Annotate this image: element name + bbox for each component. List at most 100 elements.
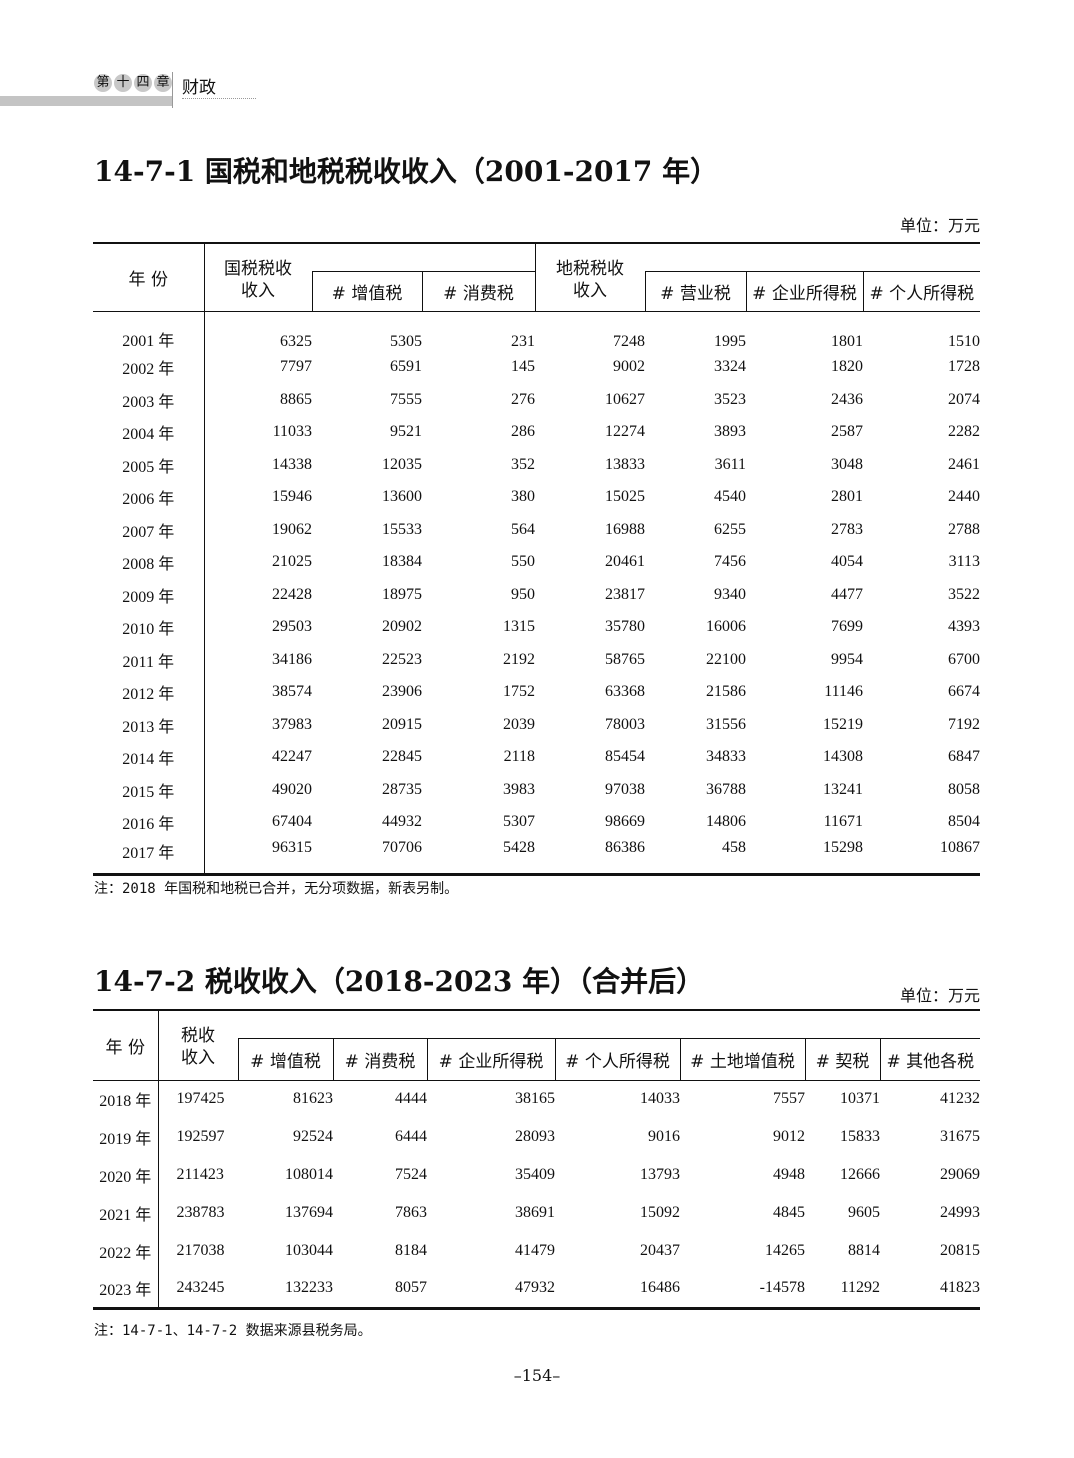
value-cell: 20437 [640, 1242, 680, 1259]
value-cell: 9605 [848, 1204, 880, 1221]
table-row: 2022 年 217038 103044 8184 41479 20437 14265 881… [93, 1232, 980, 1270]
value-cell: 352 [511, 455, 535, 473]
subheader: # 消费税 [332, 1038, 427, 1081]
year-cell: 2012 年 [93, 676, 205, 709]
value-cell: 22428 [272, 585, 312, 603]
value-cell: 7555 [390, 390, 422, 408]
year-cell: 2015 年 [93, 773, 205, 806]
value-cell: 92524 [293, 1128, 333, 1145]
year-cell: 2007 年 [93, 513, 205, 546]
value-cell: 31556 [706, 715, 746, 733]
value-cell: 38691 [515, 1204, 555, 1221]
value-cell: 6444 [395, 1128, 427, 1145]
value-cell: 4054 [831, 553, 863, 571]
table-row: 2016 年 67404 44932 5307 98669 14806 11671 8504 [93, 806, 980, 839]
value-cell: 4477 [831, 585, 863, 603]
value-cell: 9340 [714, 585, 746, 603]
value-cell: 3893 [714, 423, 746, 441]
value-cell: 276 [511, 390, 535, 408]
value-cell: 7192 [948, 715, 981, 733]
value-cell: 15833 [840, 1128, 880, 1145]
table2-unit: 单位：万元 [899, 986, 980, 1005]
value-cell: 243245 [176, 1279, 225, 1297]
value-cell: 7557 [773, 1090, 805, 1108]
table-row: 2013 年 37983 20915 2039 78003 31556 15219 7192 [93, 708, 981, 741]
value-cell: 6255 [714, 520, 746, 538]
value-cell: 20902 [382, 618, 422, 636]
value-cell: 8058 [948, 780, 981, 798]
value-cell: 7524 [395, 1166, 427, 1183]
table2: 年 份 税收 收入 # 增值税 # 消费税 # 企业所得税 # 个人所得税 # 土地增值… [93, 1009, 981, 1310]
value-cell: 15946 [272, 488, 312, 506]
value-cell: 21586 [706, 683, 746, 701]
table1-unit: 单位：万元 [899, 216, 980, 235]
year-cell: 2002 年 [93, 351, 205, 384]
value-cell: 29503 [272, 618, 312, 636]
year-cell: 2006 年 [93, 481, 205, 514]
value-cell: 2436 [831, 390, 863, 408]
value-cell: 11146 [824, 683, 863, 701]
value-cell: 2192 [503, 650, 535, 668]
year-cell: 2008 年 [93, 546, 205, 579]
value-cell: 35409 [515, 1166, 555, 1183]
guoshui-header: 国税税收 收入 [204, 243, 312, 312]
subheader: # 个人所得税 [554, 1038, 680, 1081]
dishui-header: 地税税收 收入 [535, 243, 645, 312]
chapter-char: 章 [154, 74, 172, 92]
value-cell: 1510 [948, 333, 981, 350]
subheader: # 营业税 [644, 271, 746, 312]
value-cell: 137694 [285, 1204, 333, 1221]
value-cell: 34186 [272, 650, 312, 668]
subheader: # 增值税 [237, 1038, 333, 1081]
value-cell: 13793 [640, 1166, 680, 1183]
value-cell: 108014 [285, 1166, 333, 1183]
value-cell: 4393 [948, 618, 981, 636]
value-cell: 11033 [272, 423, 312, 441]
value-cell: 15219 [823, 715, 863, 733]
table-row: 2002 年 7797 6591 145 9002 3324 1820 1728 [93, 351, 980, 384]
value-cell: 37983 [272, 715, 312, 733]
table2-note: 注：14-7-1、14-7-2 数据来源县税务局。 [94, 1323, 372, 1339]
value-cell: 3983 [503, 780, 535, 798]
subheader: # 个人所得税 [862, 271, 981, 312]
value-cell: 1315 [503, 618, 535, 636]
value-cell: 7456 [714, 553, 746, 571]
value-cell: 8184 [395, 1242, 427, 1259]
value-cell: 8865 [280, 390, 312, 408]
value-cell: 6700 [948, 650, 981, 668]
value-cell: 49020 [272, 780, 312, 798]
value-cell: 28093 [515, 1128, 555, 1145]
value-cell: 36788 [706, 780, 746, 798]
value-cell: 96315 [272, 838, 312, 856]
value-cell: 1752 [503, 683, 535, 701]
value-cell: 197425 [176, 1090, 225, 1108]
value-cell: 211423 [176, 1166, 224, 1183]
year-cell: 2021 年 [93, 1194, 159, 1232]
value-cell: 15025 [605, 488, 645, 506]
value-cell: 950 [511, 585, 535, 603]
value-cell: 20461 [605, 553, 645, 571]
table-row: 2003 年 8865 7555 276 10627 3523 2436 2074 [93, 383, 980, 416]
total-tax-header: 税收 收入 [158, 1010, 238, 1081]
value-cell: 5305 [390, 333, 422, 350]
value-cell: 15092 [640, 1204, 680, 1221]
value-cell: 3324 [714, 358, 746, 376]
value-cell: 8504 [948, 813, 981, 831]
table-row: 2009 年 22428 18975 950 23817 9340 4477 3522 [93, 578, 980, 611]
value-cell: 22523 [382, 650, 422, 668]
value-cell: 238783 [176, 1204, 225, 1221]
value-cell: 47932 [515, 1279, 555, 1297]
value-cell: 14338 [272, 455, 312, 473]
header-divider [172, 72, 173, 108]
value-cell: 4540 [714, 488, 746, 506]
value-cell: 132233 [285, 1279, 333, 1297]
value-cell: 2587 [831, 423, 863, 441]
table-row: 2010 年 29503 20902 1315 35780 16006 7699 4393 [93, 611, 980, 644]
value-cell: 4845 [773, 1204, 805, 1221]
table-row: 2021 年 238783 137694 7863 38691 15092 4845 9605… [93, 1194, 980, 1232]
value-cell: 3523 [714, 390, 746, 408]
year-cell: 2020 年 [93, 1156, 159, 1194]
value-cell: 2440 [948, 488, 981, 506]
table-row: 2023 年 243245 132233 8057 47932 16486 -14578 11… [93, 1270, 980, 1308]
value-cell: 8057 [395, 1279, 427, 1297]
